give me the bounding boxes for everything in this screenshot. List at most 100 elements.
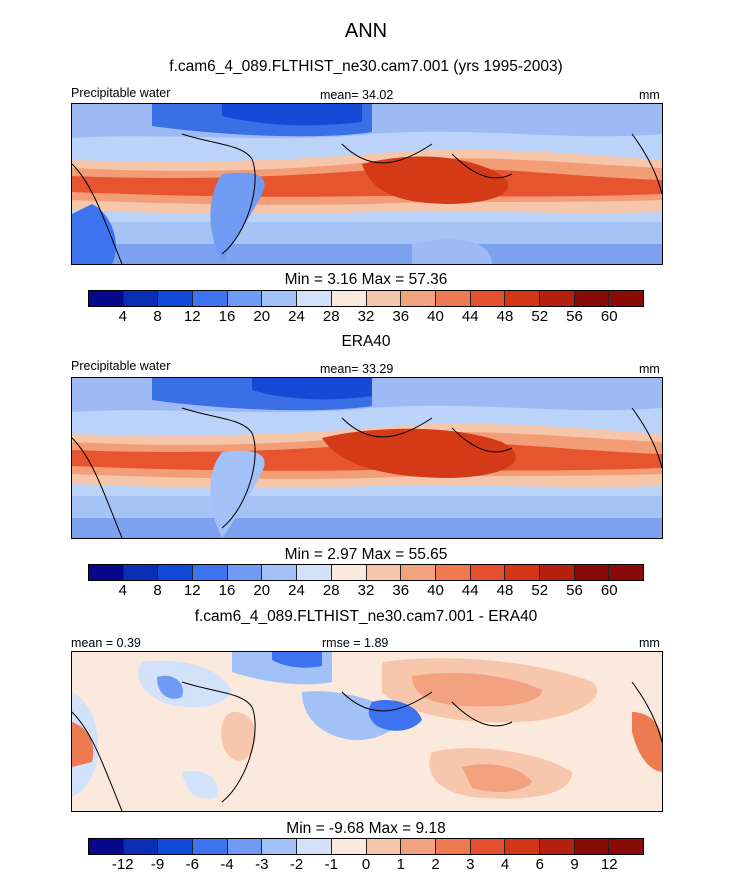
panel-2-tick: 28 [322,582,340,599]
panel-2-colorbar-bin [366,565,402,580]
panel-1-ticks: 4 8 12 16 20 24 28 32 36 40 44 48 52 56 60 [88,308,644,328]
panel-2-colorbar-bin [401,565,436,580]
panel-3-tick: -9 [150,856,165,873]
panel-1-left-label: Precipitable water [71,86,171,100]
panel-1-colorbar-bin [262,291,298,306]
panel-1-tick: 16 [218,308,236,325]
panel-2-tick: 32 [357,582,375,599]
panel-1-tick: 52 [531,308,549,325]
panel-3-ticks: -12 -9 -6 -4 -3 -2 -1 0 1 2 3 4 6 9 12 [88,856,644,876]
panel-3-mean: mean = 0.39 [71,636,141,650]
panel-3-tick: 12 [600,856,618,873]
panel-3-colorbar-bin [505,839,540,854]
panel-3-stats: Min = -9.68 Max = 9.18 [286,820,446,837]
panel-2-colorbar-bin [123,565,159,580]
panel-3-tick: 2 [431,856,440,873]
panel-3-rmse: rmse = 1.89 [322,636,389,650]
panel-1-colorbar-bin [297,291,332,306]
panel-2-tick: 20 [253,582,271,599]
panel-1-colorbar-bin [158,291,194,306]
panel-2-tick: 8 [153,582,162,599]
panel-1-colorbar-bin [574,291,610,306]
panel-1-tick: 12 [183,308,201,325]
panel-2-colorbar [88,564,644,581]
panel-3-title: f.cam6_4_089.FLTHIST_ne30.cam7.001 - ERA… [194,608,538,625]
panel-1-colorbar-bin [401,291,436,306]
panel-2-colorbar-bin [609,565,643,580]
panel-2-tick: 16 [218,582,236,599]
panel-2-left-label: Precipitable water [71,359,171,373]
panel-1-tick: 32 [357,308,375,325]
panel-1-stats: Min = 3.16 Max = 57.36 [284,271,448,288]
panel-1-colorbar-bin [366,291,402,306]
panel-2-colorbar-bin [574,565,610,580]
panel-3-tick: -3 [255,856,269,873]
panel-3-colorbar-bin [574,839,610,854]
panel-3-tick: 0 [361,856,371,873]
panel-1-colorbar-bin [123,291,159,306]
panel-1-colorbar-bin [89,291,124,306]
panel-2-tick: 52 [531,582,549,599]
panel-1-tick: 48 [496,308,514,325]
panel-1-map [71,103,663,265]
panel-2-colorbar-bin [470,565,506,580]
panel-2-title: ERA40 [341,333,391,350]
panel-1-colorbar-bin [435,291,471,306]
panel-3-tick: -4 [220,856,234,873]
panel-2-units: mm [639,362,660,376]
panel-1-colorbar-bin [331,291,367,306]
panel-2-tick: 4 [118,582,127,599]
panel-1-tick: 44 [461,308,479,325]
panel-1-colorbar [88,290,644,307]
panel-2-tick: 24 [288,582,305,599]
panel-2-tick: 60 [600,582,618,599]
panel-2-tick: 44 [461,582,479,599]
panel-1-tick: 56 [566,308,583,325]
panel-2-colorbar-bin [262,565,298,580]
panel-2-colorbar-bin [89,565,124,580]
panel-3-tick: -2 [289,856,304,873]
panel-3-tick: -12 [111,856,134,873]
panel-3-colorbar-bin [366,839,402,854]
panel-2-colorbar-bin [227,565,263,580]
panel-2-mean: mean= 33.29 [320,362,394,376]
panel-1-colorbar-bin [193,291,228,306]
panel-3-tick: 4 [500,856,510,873]
panel-3-colorbar-bin [297,839,332,854]
panel-1-colorbar-bin [539,291,575,306]
panel-2-tick: 40 [427,582,444,599]
panel-2-colorbar-bin [539,565,575,580]
panel-2-tick: 48 [496,582,514,599]
panel-3-tick: 1 [396,856,405,873]
panel-1-colorbar-bin [470,291,506,306]
panel-3-map [71,651,663,812]
panel-2-colorbar-bin [505,565,540,580]
panel-3-tick: -1 [324,856,338,873]
panel-2-colorbar-bin [158,565,194,580]
panel-1-colorbar-bin [609,291,643,306]
panel-1-tick: 20 [253,308,271,325]
panel-3-colorbar-bin [158,839,194,854]
figure-title: ANN [344,20,388,42]
panel-1-mean: mean= 34.02 [320,88,394,102]
panel-3-colorbar-bin [435,839,471,854]
panel-3-colorbar-bin [331,839,367,854]
panel-1-tick: 36 [392,308,410,325]
panel-1-tick: 28 [322,308,340,325]
panel-3-units: mm [639,636,660,650]
panel-3-colorbar-bin [609,839,643,854]
panel-1-colorbar-bin [227,291,263,306]
panel-3-colorbar-bin [123,839,159,854]
panel-2-colorbar-bin [435,565,471,580]
panel-1-tick: 60 [600,308,618,325]
panel-3-colorbar-bin [89,839,124,854]
panel-1-tick: 24 [288,308,305,325]
panel-3-tick: 3 [466,856,475,873]
panel-3-colorbar-bin [401,839,436,854]
panel-1-tick: 40 [427,308,444,325]
panel-2-colorbar-bin [297,565,332,580]
panel-3-colorbar-bin [539,839,575,854]
panel-1-tick: 4 [118,308,127,325]
panel-3-colorbar [88,838,644,855]
panel-1-tick: 8 [153,308,162,325]
